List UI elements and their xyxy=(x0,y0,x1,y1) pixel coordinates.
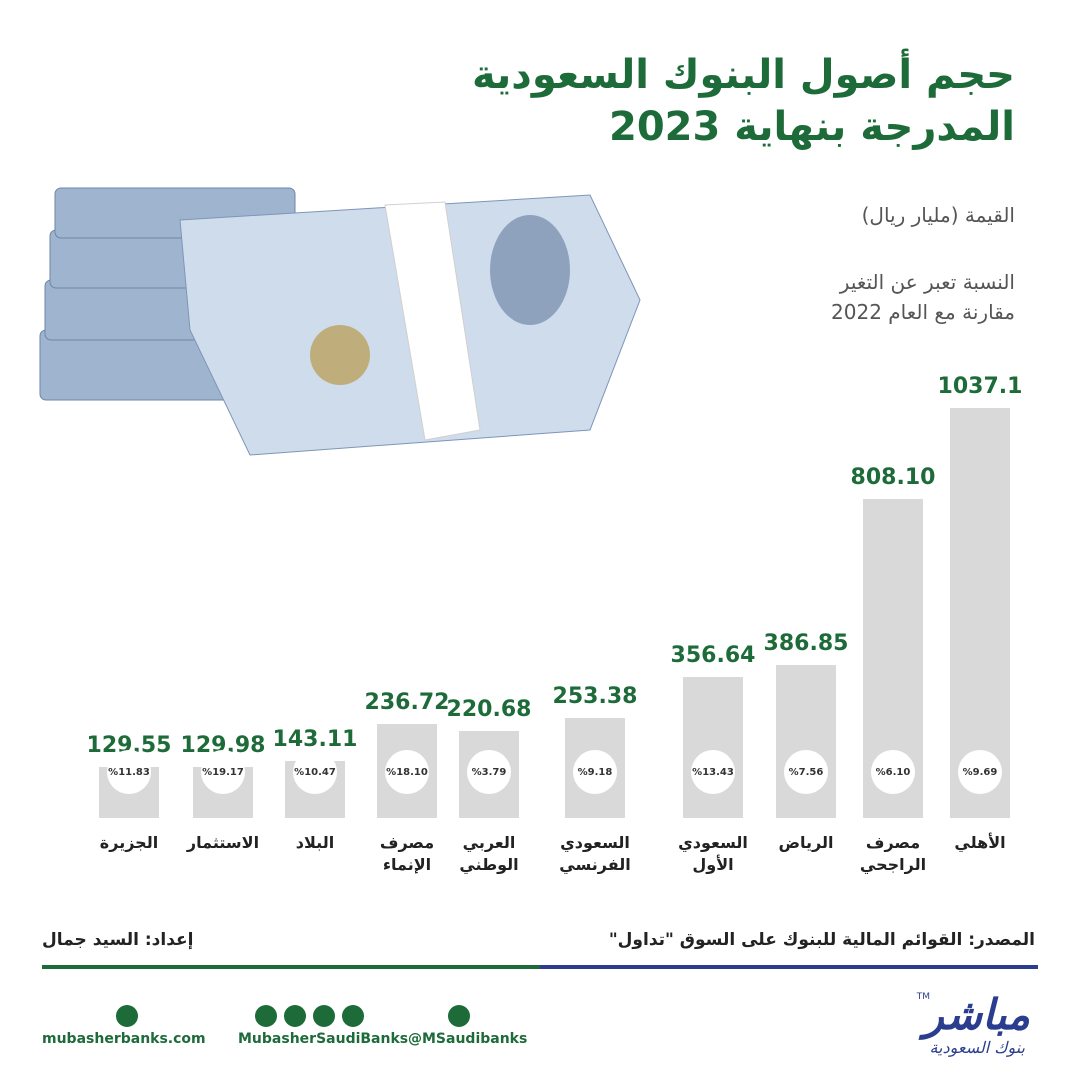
change-label: %10.47 xyxy=(293,750,337,794)
threads-icon xyxy=(342,1005,364,1027)
change-label: %3.79 xyxy=(467,750,511,794)
logo: مباشر xyxy=(923,990,1030,1039)
chart: 129.55 %11.83 الجزيرة 129.98 %19.17 الاستثمار… xyxy=(87,374,1023,874)
value-label: 356.64 xyxy=(670,643,756,668)
web-icon xyxy=(116,1005,138,1027)
facebook-icon xyxy=(255,1005,277,1027)
value-label: 253.38 xyxy=(552,683,638,709)
x-tick-label: مصرف الإنماء xyxy=(379,833,435,874)
social-handle: MubasherSaudiBanks xyxy=(238,1031,409,1047)
author: إعداد: السيد جمال xyxy=(42,930,194,950)
linkedin-icon xyxy=(313,1005,335,1027)
website: mubasherbanks.com xyxy=(42,1031,206,1047)
bar xyxy=(776,665,836,818)
value-label: 236.72 xyxy=(364,690,450,716)
x-tick-label: الاستثمار xyxy=(186,833,260,852)
value-label: 808.10 xyxy=(850,464,936,490)
x-tick-label: الجزيرة xyxy=(99,833,159,852)
change-label: %18.10 xyxy=(385,750,429,794)
bar xyxy=(950,408,1010,818)
source: المصدر: القوائم المالية للبنوك على السوق… xyxy=(608,930,1035,950)
change-note: مقارنة مع العام 2022 xyxy=(831,300,1015,324)
divider xyxy=(42,965,540,969)
x-tick-label: الرياض xyxy=(778,833,834,852)
value-label: 220.68 xyxy=(446,696,532,722)
twitter-icon xyxy=(448,1005,470,1027)
x-tick-label: البلاد xyxy=(295,833,335,852)
x-tick-label: الأهلي xyxy=(954,833,1006,852)
chart-title: حجم أصول البنوك السعودية xyxy=(472,52,1015,98)
change-label: %9.18 xyxy=(573,750,617,794)
change-label: %13.43 xyxy=(691,750,735,794)
x-tick-label: السعودي الأول xyxy=(678,833,748,874)
money-illustration xyxy=(39,187,641,456)
change-note: النسبة تعبر عن التغير xyxy=(839,270,1015,294)
change-label: %9.69 xyxy=(958,750,1002,794)
instagram-icon xyxy=(284,1005,306,1027)
change-label: %19.17 xyxy=(201,750,245,794)
x-tick-label: السعودي الفرنسي xyxy=(559,833,631,874)
x-tick-label: العربي الوطني xyxy=(459,833,519,874)
value-label: 386.85 xyxy=(763,631,849,657)
logo-subtitle: بنوك السعودية xyxy=(929,1038,1025,1057)
value-label: 143.11 xyxy=(272,727,358,753)
trademark: TM xyxy=(916,992,930,1002)
change-label: %7.56 xyxy=(784,750,828,794)
divider xyxy=(540,965,1038,969)
x-tick-label: مصرف الراجحي xyxy=(859,833,927,874)
chart-title: المدرجة بنهاية 2023 xyxy=(609,104,1015,150)
bar xyxy=(683,677,743,818)
unit-note: القيمة (مليار ريال) xyxy=(861,203,1015,227)
change-label: %11.83 xyxy=(107,750,151,794)
change-label: %6.10 xyxy=(871,750,915,794)
twitter-handle: @MSaudibanks xyxy=(408,1031,528,1047)
value-label: 1037.1 xyxy=(937,374,1023,399)
